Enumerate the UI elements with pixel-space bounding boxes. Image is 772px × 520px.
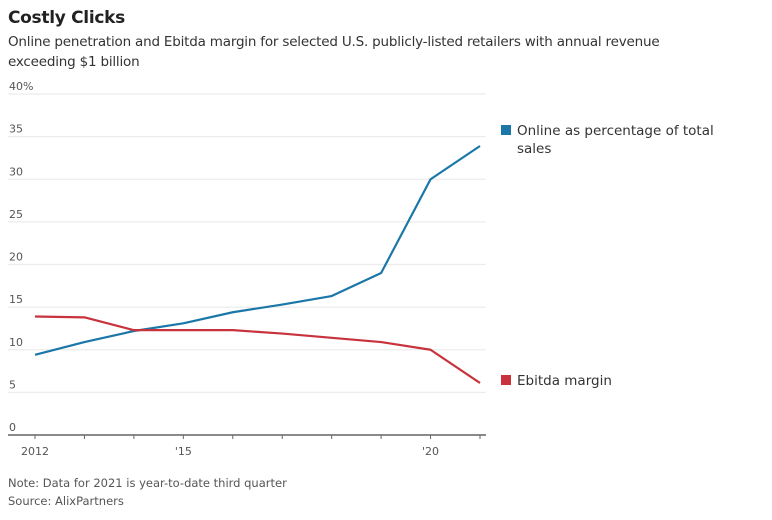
legend-label-online: Online as percentage of total	[517, 123, 714, 139]
chart-subtitle: Online penetration and Ebitda margin for…	[8, 34, 660, 70]
y-tick-label: 30	[9, 165, 23, 178]
x-axis: 2012 '15 '20	[8, 434, 486, 458]
y-tick-label: 25	[9, 208, 23, 221]
y-tick-label: 35	[9, 123, 23, 136]
legend-swatch-online	[501, 125, 511, 135]
legend-label-online-cont: sales	[517, 141, 551, 157]
y-tick-label: 10	[9, 336, 23, 349]
chart-source: Source: AlixPartners	[8, 494, 124, 508]
y-tick-label: 20	[9, 251, 23, 264]
y-tick-label: 40%	[9, 80, 33, 93]
y-axis-ticks: 0 5 10 15 20 25 30 35 40%	[9, 80, 33, 434]
gridlines	[8, 93, 486, 393]
series-line-online	[34, 145, 481, 356]
legend-swatch-ebitda	[501, 375, 511, 385]
chart-note: Note: Data for 2021 is year-to-date thir…	[8, 476, 287, 490]
series-line-ebitda	[34, 315, 481, 384]
chart-title: Costly Clicks	[8, 8, 125, 28]
y-tick-label: 5	[9, 378, 16, 391]
x-tick-label: '20	[422, 445, 439, 458]
legend-label-ebitda: Ebitda margin	[517, 373, 612, 389]
x-tick-label: 2012	[21, 445, 49, 458]
chart-footer: Note: Data for 2021 is year-to-date thir…	[8, 474, 287, 510]
y-tick-label: 0	[9, 421, 16, 434]
legend: Online as percentage of total sales Ebit…	[501, 123, 714, 389]
y-tick-label: 15	[9, 293, 23, 306]
series-lines	[34, 145, 481, 384]
x-tick-label: '15	[175, 445, 192, 458]
